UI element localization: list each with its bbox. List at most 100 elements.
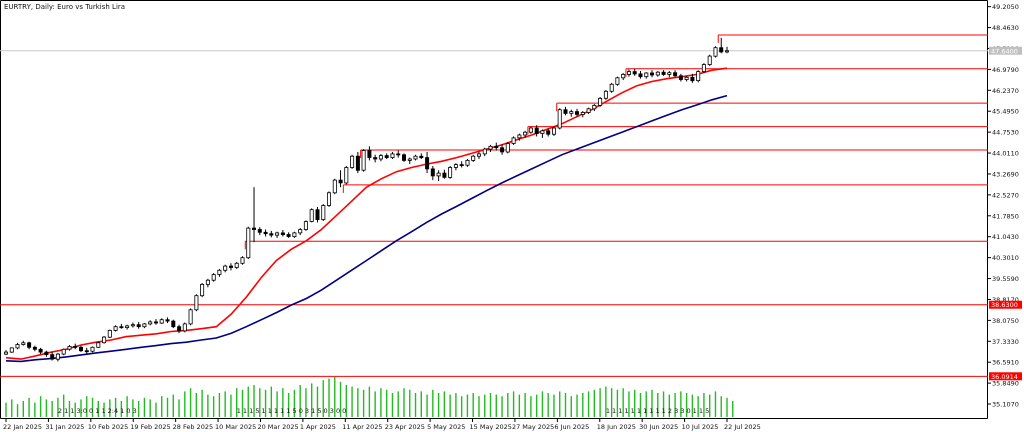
candle-body bbox=[263, 231, 268, 235]
candle bbox=[107, 329, 112, 338]
candle bbox=[263, 229, 268, 237]
candle-body bbox=[378, 155, 383, 160]
price-badge-label: 36.0914 bbox=[991, 373, 1018, 381]
candle bbox=[725, 46, 730, 54]
candle bbox=[165, 317, 170, 324]
candle-body bbox=[696, 71, 701, 81]
price-axis-label: 36.5910 bbox=[992, 359, 1019, 367]
candle-body bbox=[280, 232, 285, 235]
candle bbox=[396, 150, 401, 158]
price-axis-label: 37.3330 bbox=[992, 338, 1019, 346]
candle-body bbox=[655, 71, 660, 76]
candle bbox=[488, 144, 493, 152]
candle bbox=[592, 104, 597, 112]
horizontal-levels bbox=[0, 34, 988, 377]
candle bbox=[350, 154, 355, 169]
candle bbox=[419, 153, 424, 159]
candle bbox=[326, 191, 331, 207]
time-axis-label: 10 Mar 2025 bbox=[215, 423, 256, 431]
candle-body bbox=[44, 351, 49, 356]
candle bbox=[667, 71, 672, 78]
price-axis-label: 41.0430 bbox=[992, 233, 1019, 241]
candle-body bbox=[251, 227, 256, 230]
candle bbox=[707, 54, 712, 66]
candle-body bbox=[182, 323, 187, 332]
candle-body bbox=[505, 143, 510, 153]
candle bbox=[696, 70, 701, 83]
volume-histogram bbox=[5, 377, 734, 417]
time-axis-label: 1 Apr 2025 bbox=[300, 423, 336, 431]
candle-body bbox=[90, 346, 95, 352]
candle bbox=[332, 178, 337, 195]
candle-body bbox=[315, 209, 320, 220]
candle bbox=[523, 130, 528, 138]
candle bbox=[44, 350, 49, 357]
candle bbox=[200, 283, 205, 298]
time-axis-label: 31 Jan 2025 bbox=[45, 423, 84, 431]
ma-slow-line bbox=[5, 94, 728, 363]
candle bbox=[442, 169, 447, 179]
candle-body bbox=[309, 209, 314, 222]
candle-body bbox=[448, 167, 453, 178]
candle-body bbox=[725, 50, 730, 53]
price-badge bbox=[989, 300, 1022, 309]
candle bbox=[171, 319, 176, 329]
candle bbox=[275, 231, 280, 238]
time-axis-label: 23 Apr 2025 bbox=[385, 423, 425, 431]
candle bbox=[638, 71, 643, 79]
candle bbox=[303, 220, 308, 231]
candle-body bbox=[430, 168, 435, 177]
candle-body bbox=[338, 179, 343, 184]
candle bbox=[73, 343, 78, 350]
candle bbox=[598, 96, 603, 107]
price-axis-label: 38.8170 bbox=[992, 296, 1019, 304]
candle bbox=[719, 37, 724, 54]
candle-body bbox=[67, 345, 72, 350]
candle bbox=[32, 345, 37, 352]
candle bbox=[130, 322, 135, 328]
candle bbox=[713, 46, 718, 58]
candle-body bbox=[511, 137, 516, 144]
time-axis-label: 27 May 2025 bbox=[512, 423, 554, 431]
candle bbox=[142, 323, 147, 329]
candle bbox=[517, 133, 522, 141]
price-axis-label: 45.4950 bbox=[992, 108, 1019, 116]
candle bbox=[367, 146, 372, 161]
candle-body bbox=[621, 74, 626, 79]
candle-body bbox=[690, 76, 695, 82]
candle-body bbox=[194, 295, 199, 311]
candle-body bbox=[453, 164, 458, 168]
candle bbox=[482, 147, 487, 157]
candle bbox=[534, 125, 539, 137]
candle bbox=[494, 142, 499, 151]
candle-body bbox=[476, 153, 481, 157]
candle bbox=[119, 323, 124, 329]
candle-body bbox=[246, 227, 251, 259]
candle-body bbox=[188, 309, 193, 325]
candle bbox=[621, 73, 626, 81]
candle-body bbox=[586, 108, 591, 113]
candle-body bbox=[390, 153, 395, 158]
candle-body bbox=[407, 158, 412, 161]
candle bbox=[505, 142, 510, 154]
candle bbox=[84, 347, 89, 354]
candle-body bbox=[217, 269, 222, 275]
candle-body bbox=[425, 157, 430, 170]
candle-body bbox=[517, 134, 522, 139]
candle bbox=[292, 231, 297, 238]
candle-body bbox=[355, 155, 360, 171]
candle bbox=[251, 187, 256, 243]
candle bbox=[113, 325, 118, 332]
candle bbox=[228, 263, 233, 271]
candle bbox=[569, 109, 574, 117]
candle bbox=[678, 73, 683, 82]
candle bbox=[246, 226, 251, 260]
candle bbox=[511, 136, 516, 145]
candle bbox=[627, 69, 632, 77]
candle bbox=[609, 82, 614, 93]
candle bbox=[580, 111, 585, 118]
candle bbox=[355, 151, 360, 174]
candle-body bbox=[569, 111, 574, 114]
candle bbox=[344, 166, 349, 185]
